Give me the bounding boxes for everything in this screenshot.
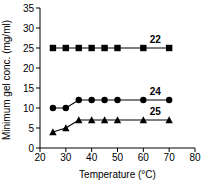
svg-text:Temperature (°C): Temperature (°C) (79, 169, 156, 180)
svg-text:80: 80 (189, 152, 195, 163)
svg-text:20: 20 (23, 63, 35, 74)
svg-text:25: 25 (23, 43, 35, 54)
svg-text:5: 5 (28, 123, 34, 134)
svg-text:70: 70 (164, 152, 176, 163)
svg-text:40: 40 (86, 152, 98, 163)
svg-text:Minimum gel conc. (mg/ml): Minimum gel conc. (mg/ml) (8, 20, 12, 140)
svg-text:30: 30 (23, 23, 35, 34)
svg-text:30: 30 (60, 152, 72, 163)
svg-text:50: 50 (112, 152, 124, 163)
svg-text:35: 35 (23, 3, 35, 14)
svg-text:20: 20 (34, 152, 46, 163)
svg-text:22: 22 (150, 34, 162, 45)
svg-text:24: 24 (150, 86, 162, 97)
svg-text:0: 0 (28, 143, 34, 154)
svg-text:60: 60 (138, 152, 150, 163)
svg-text:25: 25 (150, 106, 162, 117)
svg-text:10: 10 (23, 103, 35, 114)
svg-text:15: 15 (23, 83, 35, 94)
